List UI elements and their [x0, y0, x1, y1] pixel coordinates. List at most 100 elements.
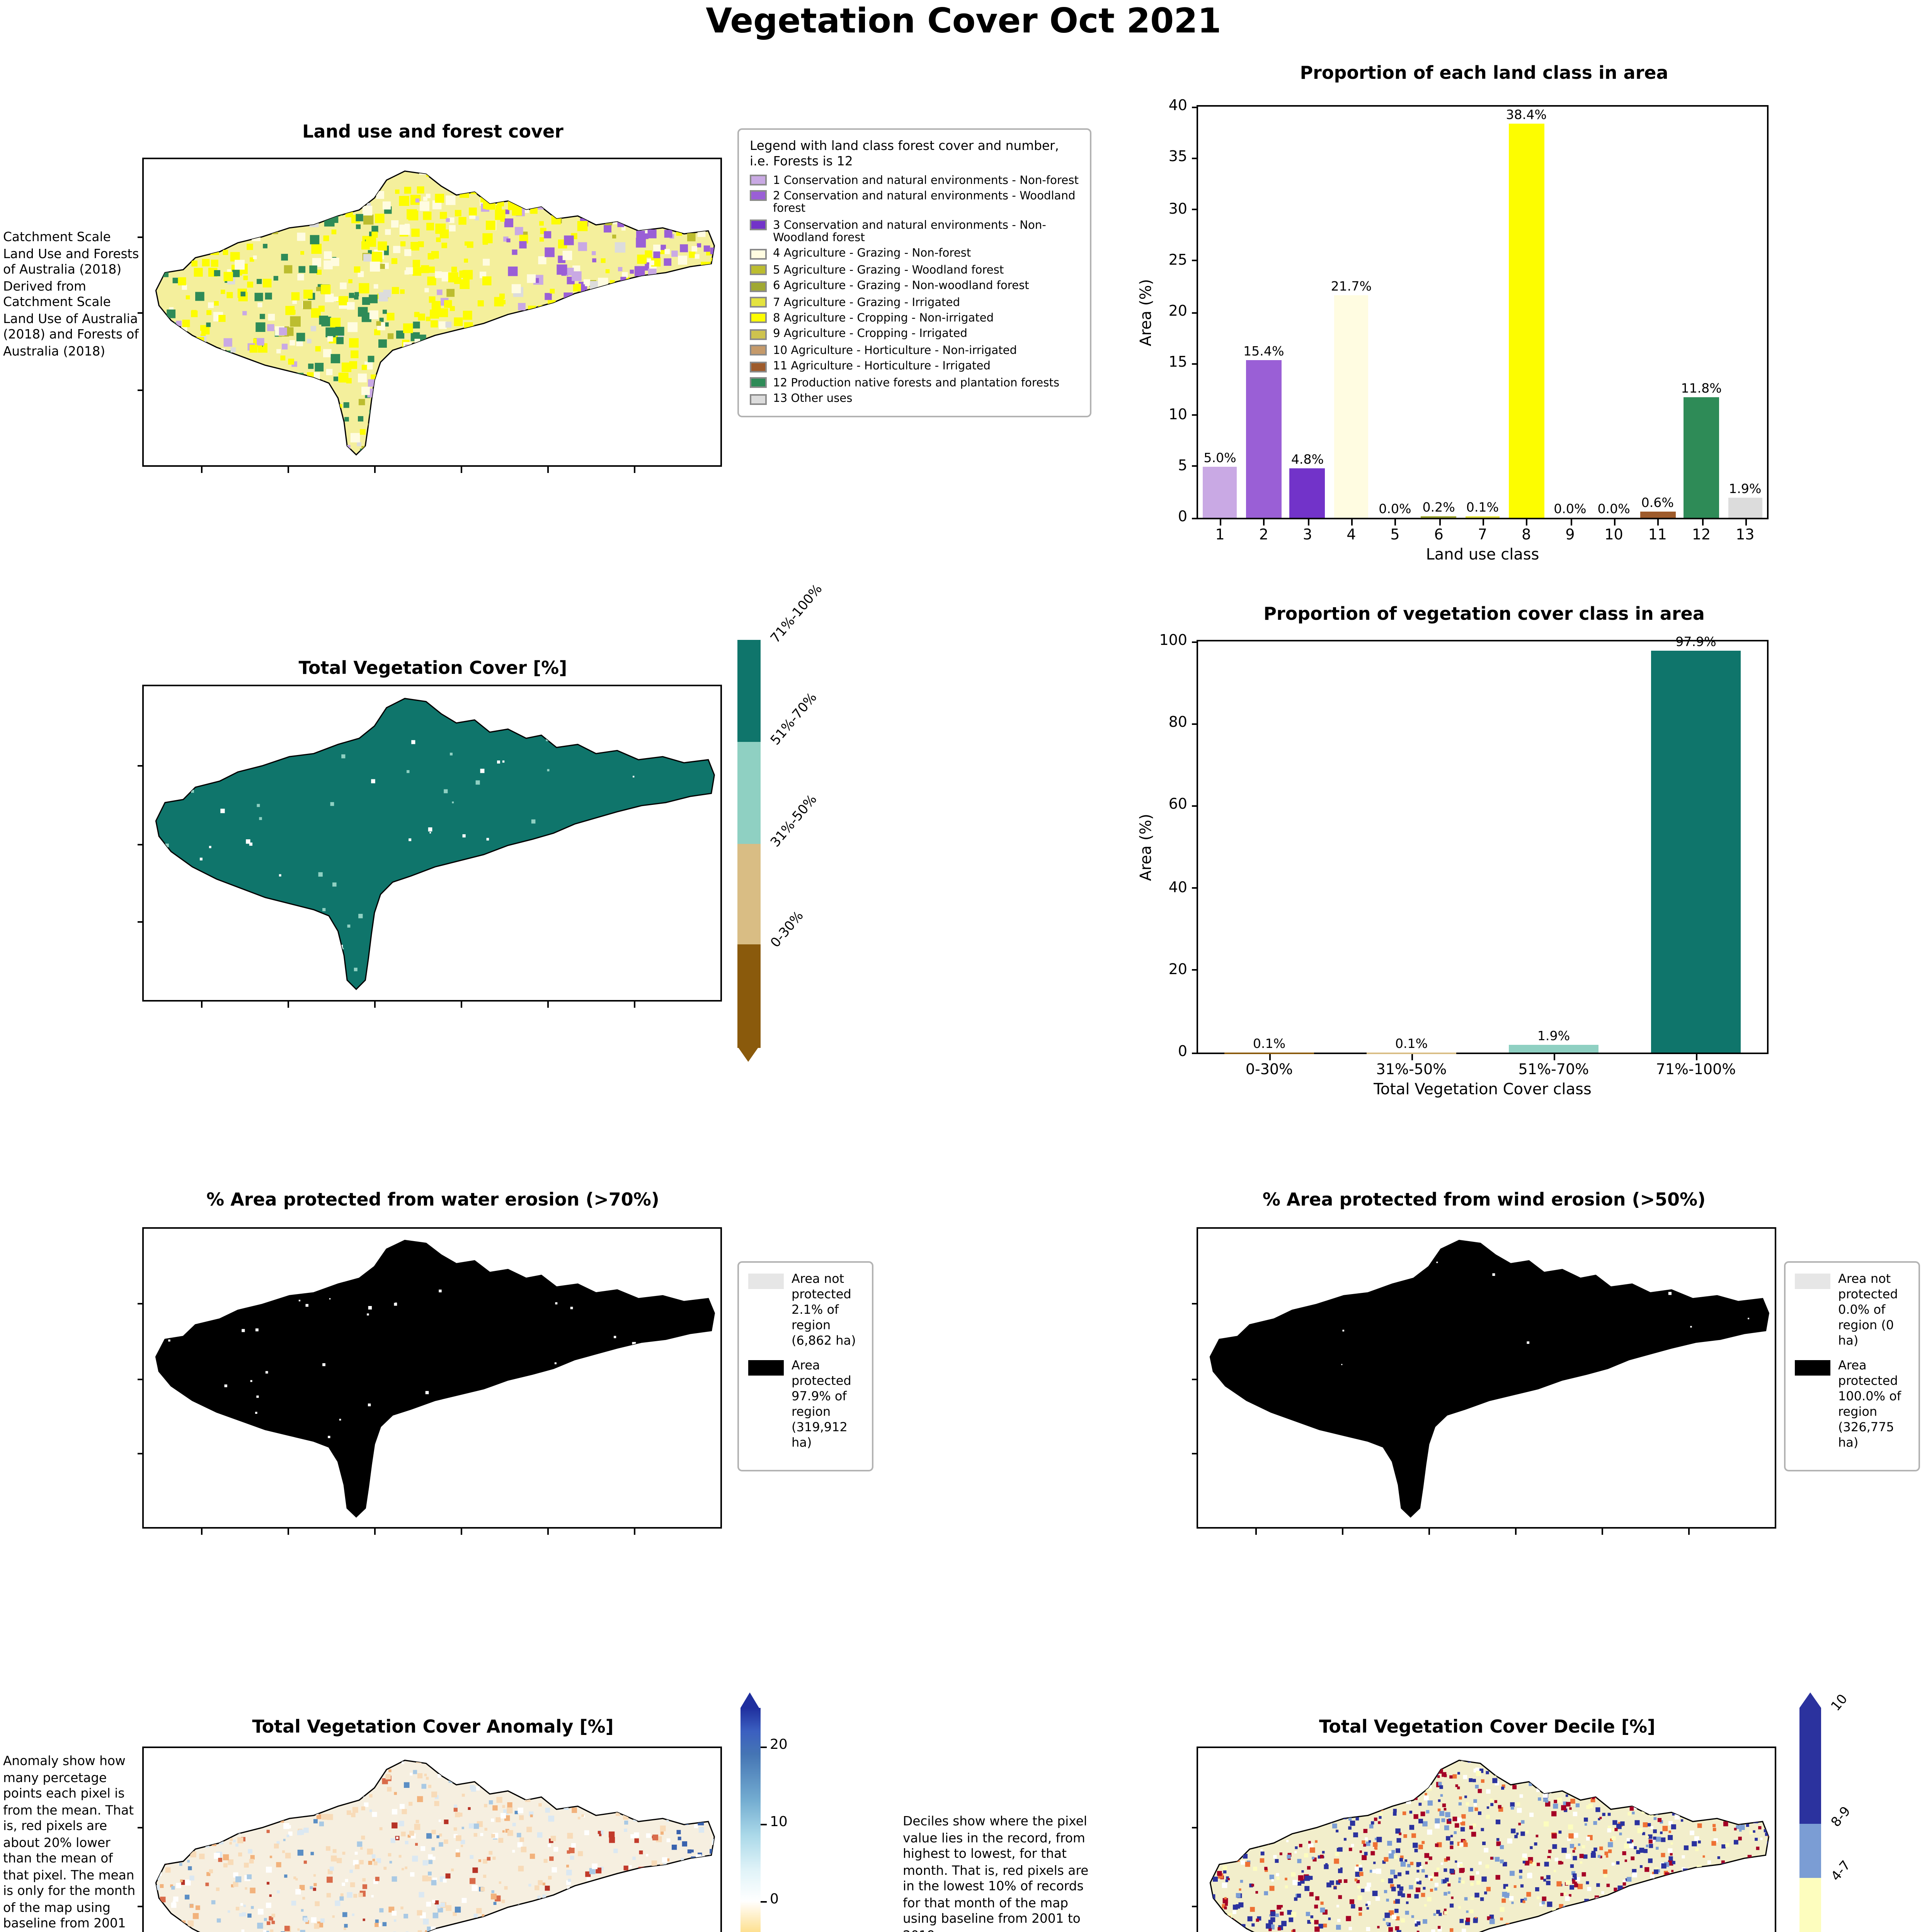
- y-axis-label: Area (%): [1139, 279, 1156, 346]
- legend-swatch: [750, 264, 767, 276]
- colorbar-class-label: 51%-70%: [768, 690, 821, 748]
- legend-item: 4 Agriculture - Grazing - Non-forest: [750, 247, 1079, 260]
- legend-swatch: [750, 345, 767, 356]
- legend-label: 2 Conservation and natural environments …: [773, 188, 1076, 215]
- colorbar-class-label: 31%-50%: [768, 791, 821, 850]
- decile-raster: [1209, 1760, 1769, 1932]
- legend-swatch: [750, 175, 767, 185]
- colorbar-segment: [737, 742, 761, 844]
- bar: [1728, 498, 1763, 518]
- colorbar-segment: [737, 945, 761, 1047]
- y-tick-mark: [1191, 363, 1197, 364]
- legend-swatch: [748, 1274, 784, 1289]
- x-tick-mark: [547, 467, 549, 472]
- veg-cover-colorbar: 71%-100% 51%-70% 31%-50% 0-30%: [737, 582, 826, 1062]
- y-tick-mark: [1191, 1303, 1197, 1305]
- x-tick-mark: [1351, 519, 1353, 525]
- bar-value-label: 0.1%: [1253, 1035, 1286, 1051]
- legend-entry: Area protected 97.9% of region (319,912 …: [748, 1359, 863, 1451]
- x-tick-mark: [547, 1529, 549, 1534]
- bar-value-label: 15.4%: [1243, 342, 1284, 358]
- y-tick-mark: [1191, 1052, 1197, 1053]
- wind-erosion-map-title: % Area protected from wind erosion (>50%…: [1262, 1189, 1706, 1210]
- wind-erosion-raster: [1209, 1240, 1769, 1518]
- legend-entry: Area not protected 2.1% of region (6,862…: [748, 1272, 863, 1349]
- legend-item: 5 Agriculture - Grazing - Woodland fores…: [750, 262, 1079, 277]
- y-tick-mark: [1191, 106, 1197, 107]
- y-tick-label: 15: [1168, 355, 1187, 372]
- legend-swatch: [1795, 1274, 1830, 1289]
- legend-label: Area protected 97.9% of region (319,912 …: [792, 1359, 851, 1450]
- legend-item: 2 Conservation and natural environments …: [750, 188, 1079, 216]
- x-tick-mark: [1428, 1529, 1430, 1534]
- land-use-raster: [155, 170, 715, 456]
- legend-item: 13 Other uses: [750, 391, 1079, 405]
- bar: [1225, 1052, 1313, 1053]
- x-tick-mark: [1263, 519, 1265, 525]
- colorbar-class-label: 8-9: [1829, 1804, 1855, 1831]
- anomaly-map-title: Total Vegetation Cover Anomaly [%]: [252, 1716, 614, 1737]
- bar-value-label: 1.9%: [1537, 1027, 1570, 1043]
- y-tick-mark: [137, 1905, 142, 1906]
- x-tick-mark: [634, 1002, 636, 1007]
- legend-label: 1 Conservation and natural environments …: [773, 172, 1079, 186]
- land-class-chart-title: Proportion of each land class in area: [1300, 62, 1668, 83]
- bar: [1684, 396, 1719, 518]
- x-tick-mark: [201, 1002, 203, 1007]
- decile-map-title: Total Vegetation Cover Decile [%]: [1319, 1716, 1656, 1737]
- legend-item: 11 Agriculture - Horticulture - Irrigate…: [750, 359, 1079, 373]
- y-tick-label: 5: [1178, 457, 1187, 474]
- y-tick-mark: [1191, 1452, 1197, 1454]
- y-tick-mark: [137, 922, 142, 923]
- bar: [1651, 650, 1740, 1053]
- legend-label: 3 Conservation and natural environments …: [773, 217, 1046, 244]
- x-tick-label: 3: [1302, 527, 1312, 544]
- veg-class-bar-chart: Area (%) Total Vegetation Cover class 0 2…: [1139, 633, 1769, 1099]
- x-tick-mark: [634, 467, 636, 472]
- legend-items: 1 Conservation and natural environments …: [750, 172, 1079, 405]
- water-erosion-raster: [155, 1240, 715, 1518]
- x-axis-label: Land use class: [1426, 547, 1539, 564]
- x-tick-mark: [461, 1002, 463, 1007]
- legend-swatch: [750, 361, 767, 372]
- x-tick-mark: [1554, 1054, 1555, 1060]
- bar: [1640, 512, 1675, 518]
- y-tick-mark: [1191, 517, 1197, 519]
- y-tick-label: 10: [1168, 406, 1187, 423]
- x-tick-mark: [1745, 519, 1747, 525]
- x-tick-label: 12: [1692, 527, 1711, 544]
- water-erosion-map: [137, 1227, 722, 1534]
- x-tick-mark: [1438, 519, 1440, 525]
- x-tick-label: 10: [1604, 527, 1623, 544]
- legend-label: 5 Agriculture - Grazing - Woodland fores…: [773, 262, 1004, 276]
- colorbar-class-label: 4-7: [1829, 1858, 1855, 1885]
- bar-value-label: 4.8%: [1291, 451, 1324, 467]
- x-tick-mark: [1688, 1529, 1690, 1534]
- legend-swatch: [750, 248, 767, 259]
- x-tick-mark: [288, 1529, 289, 1534]
- y-tick-label: 0: [1178, 509, 1187, 526]
- bar-value-label: 38.4%: [1506, 106, 1547, 122]
- bar-value-label: 0.6%: [1641, 495, 1674, 510]
- y-tick-mark: [1191, 641, 1197, 642]
- veg-class-chart-title: Proportion of vegetation cover class in …: [1263, 603, 1705, 624]
- x-tick-mark: [1307, 519, 1309, 525]
- x-tick-mark: [201, 1529, 203, 1534]
- legend-item: 12 Production native forests and plantat…: [750, 375, 1079, 389]
- y-tick-mark: [137, 843, 142, 845]
- legend-label: 6 Agriculture - Grazing - Non-woodland f…: [773, 278, 1029, 293]
- legend-swatch: [748, 1360, 784, 1376]
- colorbar-class-label: 71%-100%: [768, 582, 826, 647]
- legend-swatch: [750, 219, 767, 231]
- colorbar-class-label: 10: [1829, 1692, 1852, 1715]
- legend-label: Area not protected 2.1% of region (6,862…: [792, 1272, 856, 1348]
- y-tick-mark: [137, 1452, 142, 1454]
- y-tick-mark: [1191, 1827, 1197, 1828]
- x-tick-label: 13: [1736, 527, 1755, 544]
- x-tick-label: 5: [1390, 527, 1400, 544]
- land-use-source-note: Catchment Scale Land Use and Forests of …: [3, 229, 139, 358]
- y-tick-label: 30: [1168, 201, 1187, 218]
- bar: [1509, 1044, 1598, 1053]
- y-tick-mark: [1191, 887, 1197, 889]
